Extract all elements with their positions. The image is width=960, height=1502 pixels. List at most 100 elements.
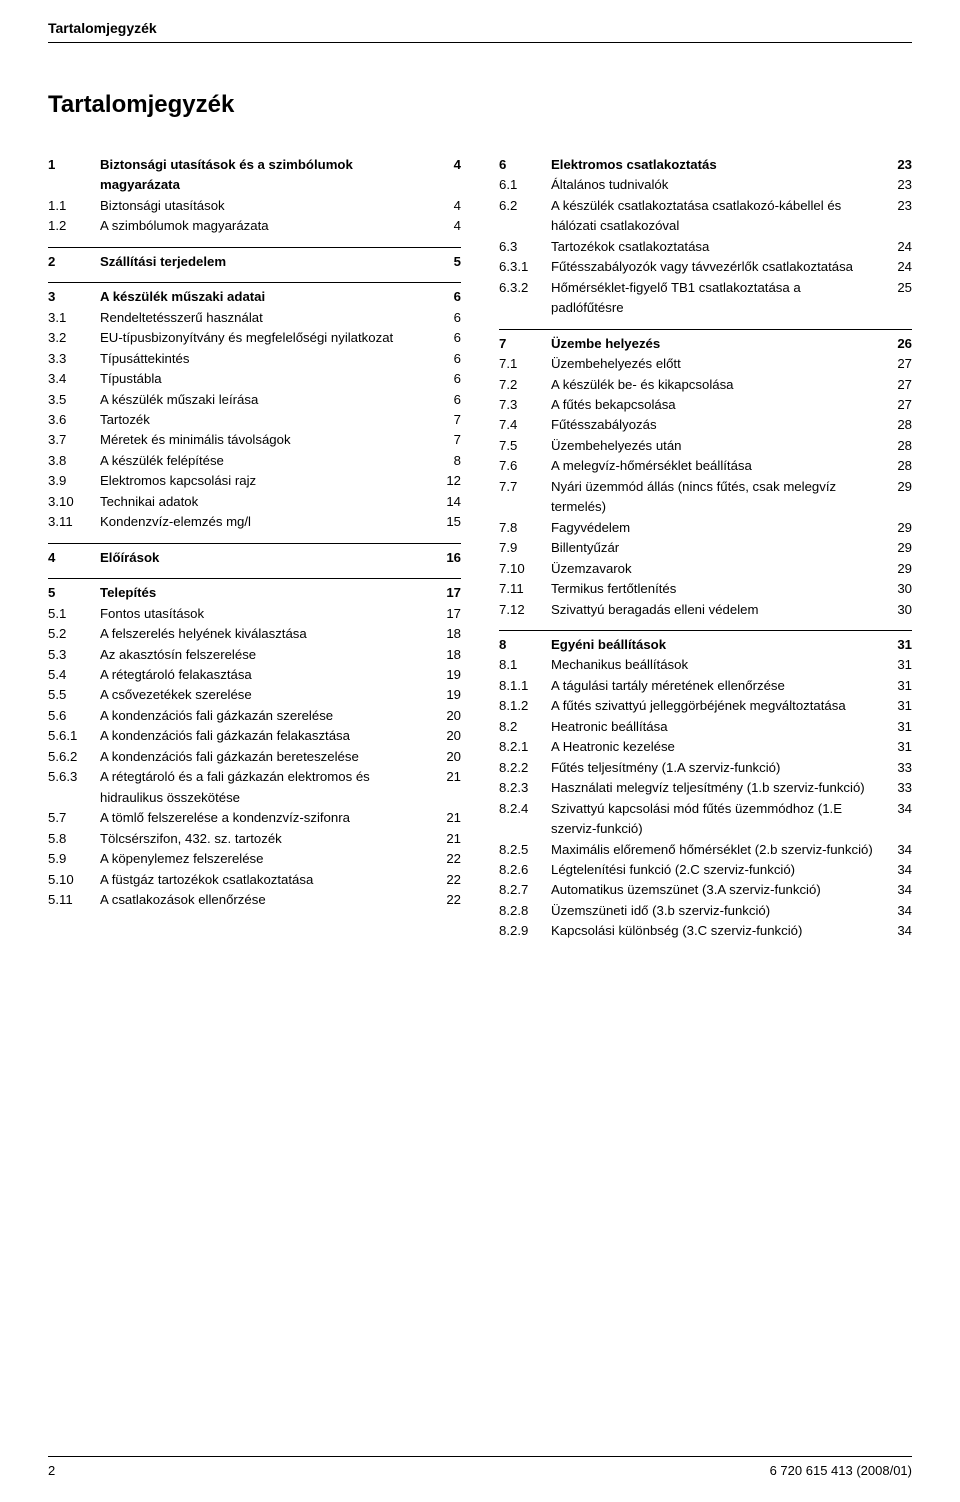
toc-page: 4: [433, 196, 461, 216]
toc-num: 8.2.4: [499, 799, 551, 819]
toc-text: Előírások: [100, 548, 433, 568]
toc-entry: 7.4Fűtésszabályozás28: [499, 415, 912, 435]
toc-page: 34: [884, 860, 912, 880]
toc-text: Automatikus üzemszünet (3.A szerviz-funk…: [551, 880, 884, 900]
toc-num: 5.10: [48, 870, 100, 890]
toc-text: A felszerelés helyének kiválasztása: [100, 624, 433, 644]
toc-num: 5.2: [48, 624, 100, 644]
toc-text: Méretek és minimális távolságok: [100, 430, 433, 450]
toc-num: 6.1: [499, 175, 551, 195]
toc-text: A kondenzációs fali gázkazán bereteszelé…: [100, 747, 433, 767]
toc-page: 21: [433, 829, 461, 849]
toc-entry: 5.2A felszerelés helyének kiválasztása18: [48, 624, 461, 644]
toc-entry: 8.1Mechanikus beállítások31: [499, 655, 912, 675]
toc-entry: 7.7Nyári üzemmód állás (nincs fűtés, csa…: [499, 477, 912, 518]
toc-page: 6: [433, 328, 461, 348]
toc-section-head: 6Elektromos csatlakoztatás23: [499, 155, 912, 175]
toc-page: 20: [433, 747, 461, 767]
toc-text: Tartozékok csatlakoztatása: [551, 237, 884, 257]
toc-text: Kapcsolási különbség (3.C szerviz-funkci…: [551, 921, 884, 941]
toc-entry: 5.8Tölcsérszifon, 432. sz. tartozék21: [48, 829, 461, 849]
toc-text: Üzembehelyezés után: [551, 436, 884, 456]
toc-entry: 5.7A tömlő felszerelése a kondenzvíz-szi…: [48, 808, 461, 828]
toc-num: 7.11: [499, 579, 551, 599]
toc-text: A melegvíz-hőmérséklet beállítása: [551, 456, 884, 476]
toc-page: 27: [884, 354, 912, 374]
toc-entry: 5.9A köpenylemez felszerelése22: [48, 849, 461, 869]
toc-text: A kondenzációs fali gázkazán szerelése: [100, 706, 433, 726]
toc-entry: 5.6.1A kondenzációs fali gázkazán felaka…: [48, 726, 461, 746]
toc-page: 23: [884, 155, 912, 175]
toc-page: 17: [433, 604, 461, 624]
toc-text: Légtelenítési funkció (2.C szerviz-funkc…: [551, 860, 884, 880]
toc-entry: 8.2.2Fűtés teljesítmény (1.A szerviz-fun…: [499, 758, 912, 778]
toc-num: 6.3.1: [499, 257, 551, 277]
toc-page: 25: [884, 278, 912, 298]
toc-num: 3.8: [48, 451, 100, 471]
toc-text: A kondenzációs fali gázkazán felakasztás…: [100, 726, 433, 746]
toc-num: 5.1: [48, 604, 100, 624]
toc-num: 3: [48, 287, 100, 307]
toc-text: Biztonsági utasítások és a szimbólumok m…: [100, 155, 433, 196]
toc-text: A Heatronic kezelése: [551, 737, 884, 757]
toc-entry: 7.6A melegvíz-hőmérséklet beállítása28: [499, 456, 912, 476]
toc-page: 29: [884, 518, 912, 538]
toc-page: 24: [884, 237, 912, 257]
toc-num: 8.2.3: [499, 778, 551, 798]
toc-text: Biztonsági utasítások: [100, 196, 433, 216]
toc-entry: 5.5A csővezetékek szerelése19: [48, 685, 461, 705]
toc-num: 8.2.7: [499, 880, 551, 900]
toc-text: Technikai adatok: [100, 492, 433, 512]
toc-page: 22: [433, 890, 461, 910]
toc-text: Szivattyú beragadás elleni védelem: [551, 600, 884, 620]
toc-page: 6: [433, 349, 461, 369]
toc-text: A csatlakozások ellenőrzése: [100, 890, 433, 910]
toc-text: Használati melegvíz teljesítmény (1.b sz…: [551, 778, 884, 798]
footer-doc-id: 6 720 615 413 (2008/01): [770, 1463, 912, 1478]
toc-text: Üzemszüneti idő (3.b szerviz-funkció): [551, 901, 884, 921]
toc-text: A fűtés bekapcsolása: [551, 395, 884, 415]
toc-num: 7.8: [499, 518, 551, 538]
toc-num: 6.3: [499, 237, 551, 257]
toc-text: Fontos utasítások: [100, 604, 433, 624]
toc-section: 1Biztonsági utasítások és a szimbólumok …: [48, 155, 461, 237]
toc-entry: 3.9Elektromos kapcsolási rajz12: [48, 471, 461, 491]
toc-num: 6: [499, 155, 551, 175]
toc-text: Szállítási terjedelem: [100, 252, 433, 272]
toc-page: 31: [884, 676, 912, 696]
toc-text: A rétegtároló és a fali gázkazán elektro…: [100, 767, 433, 808]
toc-section: 4Előírások16: [48, 548, 461, 568]
toc-entry: 5.11A csatlakozások ellenőrzése22: [48, 890, 461, 910]
toc-num: 8.1.2: [499, 696, 551, 716]
page: Tartalomjegyzék Tartalomjegyzék 1Biztons…: [0, 0, 960, 952]
toc-page: 23: [884, 196, 912, 216]
toc-section: 2Szállítási terjedelem5: [48, 252, 461, 272]
toc-text: Fűtésszabályozás: [551, 415, 884, 435]
toc-num: 3.4: [48, 369, 100, 389]
toc-page: 34: [884, 840, 912, 860]
toc-page: 31: [884, 655, 912, 675]
toc-entry: 5.3Az akasztósín felszerelése18: [48, 645, 461, 665]
toc-page: 6: [433, 390, 461, 410]
toc-entry: 7.3A fűtés bekapcsolása27: [499, 395, 912, 415]
toc-entry: 6.2A készülék csatlakoztatása csatlakozó…: [499, 196, 912, 237]
toc-num: 8.2.5: [499, 840, 551, 860]
toc-entry: 8.2.6Légtelenítési funkció (2.C szerviz-…: [499, 860, 912, 880]
toc-entry: 7.9Billentyűzár29: [499, 538, 912, 558]
toc-entry: 7.12Szivattyú beragadás elleni védelem30: [499, 600, 912, 620]
page-footer: 2 6 720 615 413 (2008/01): [48, 1456, 912, 1478]
toc-entry: 3.5A készülék műszaki leírása6: [48, 390, 461, 410]
toc-text: Mechanikus beállítások: [551, 655, 884, 675]
toc-num: 5.3: [48, 645, 100, 665]
toc-section-head: 5Telepítés17: [48, 583, 461, 603]
toc-num: 8.2.1: [499, 737, 551, 757]
toc-text: Kondenzvíz-elemzés mg/l: [100, 512, 433, 532]
toc-page: 29: [884, 559, 912, 579]
toc-text: A füstgáz tartozékok csatlakoztatása: [100, 870, 433, 890]
toc-num: 3.1: [48, 308, 100, 328]
toc-num: 7.4: [499, 415, 551, 435]
toc-text: Telepítés: [100, 583, 433, 603]
toc-num: 3.11: [48, 512, 100, 532]
toc-page: 27: [884, 375, 912, 395]
toc-entry: 8.2Heatronic beállítása31: [499, 717, 912, 737]
